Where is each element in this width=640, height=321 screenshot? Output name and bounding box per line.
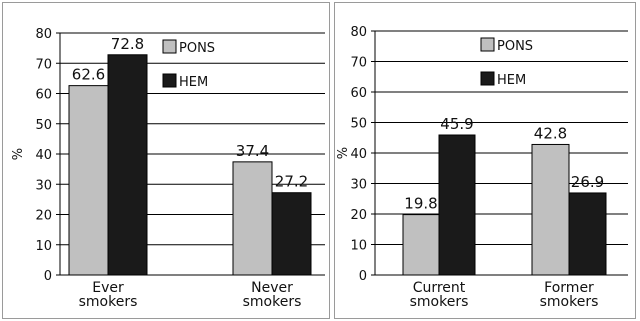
chart2-category-label: smokers xyxy=(540,294,599,310)
left-chart-panel xyxy=(2,2,330,319)
chart2-bar-hem xyxy=(568,192,607,276)
chart1-ylabel: % xyxy=(11,148,26,160)
chart1-ytick-label: 80 xyxy=(35,27,52,42)
chart2-legend-swatch xyxy=(480,37,495,52)
chart2-bar-pons xyxy=(531,143,570,276)
chart1-ytick-label: 0 xyxy=(44,269,52,284)
chart2-data-label: 19.8 xyxy=(404,195,437,213)
chart2-category-label: smokers xyxy=(410,294,469,310)
chart2-category-label: Current xyxy=(413,280,466,296)
chart2-ytick-label: 20 xyxy=(350,208,367,223)
chart2-ytick-label: 50 xyxy=(350,117,367,132)
chart1-bar-hem xyxy=(271,192,312,276)
chart2-data-label: 26.9 xyxy=(571,173,604,191)
chart2-category-label: Former xyxy=(544,280,594,296)
chart1-bar-hem xyxy=(107,54,148,276)
chart2-data-label: 42.8 xyxy=(534,124,567,142)
chart1-category-label: smokers xyxy=(79,294,138,310)
chart1-data-label: 62.6 xyxy=(72,66,105,84)
chart1-legend-label: HEM xyxy=(179,75,208,90)
chart1-data-label: 27.2 xyxy=(275,173,308,191)
chart1-category-label: smokers xyxy=(243,294,302,310)
chart2-ytick-label: 0 xyxy=(359,269,367,284)
chart2-ytick-label: 60 xyxy=(350,86,367,101)
chart1-category-label: Never xyxy=(251,280,293,296)
chart1-ytick-label: 30 xyxy=(35,178,52,193)
chart2-data-label: 45.9 xyxy=(440,115,473,133)
right-chart-panel xyxy=(334,2,636,319)
chart2-legend-label: PONS xyxy=(497,39,533,54)
chart2-ytick-label: 30 xyxy=(350,178,367,193)
chart1-ytick-label: 10 xyxy=(35,239,52,254)
chart2-legend-label: HEM xyxy=(497,73,526,88)
chart1-legend-label: PONS xyxy=(179,41,215,56)
chart1-category-label: Ever xyxy=(92,280,124,296)
chart2-ytick-label: 80 xyxy=(350,25,367,40)
chart1-data-label: 72.8 xyxy=(111,35,144,53)
chart2-ylabel: % xyxy=(336,147,351,159)
chart1-bar-pons xyxy=(68,85,109,276)
chart1-bar-pons xyxy=(232,161,273,276)
chart1-data-label: 37.4 xyxy=(236,142,269,160)
chart2-bar-hem xyxy=(438,134,476,276)
chart2-ytick-label: 10 xyxy=(350,239,367,254)
chart1-ytick-label: 50 xyxy=(35,118,52,133)
chart2-ytick-label: 40 xyxy=(350,147,367,162)
chart2-bar-pons xyxy=(402,214,440,276)
chart2-ytick-label: 70 xyxy=(350,56,367,71)
chart1-legend-swatch xyxy=(162,73,177,88)
chart2-legend-swatch xyxy=(480,71,495,86)
chart1-ytick-label: 40 xyxy=(35,148,52,163)
chart1-ytick-label: 20 xyxy=(35,209,52,224)
chart1-ytick-label: 70 xyxy=(35,57,52,72)
chart1-legend-swatch xyxy=(162,39,177,54)
chart1-ytick-label: 60 xyxy=(35,88,52,103)
